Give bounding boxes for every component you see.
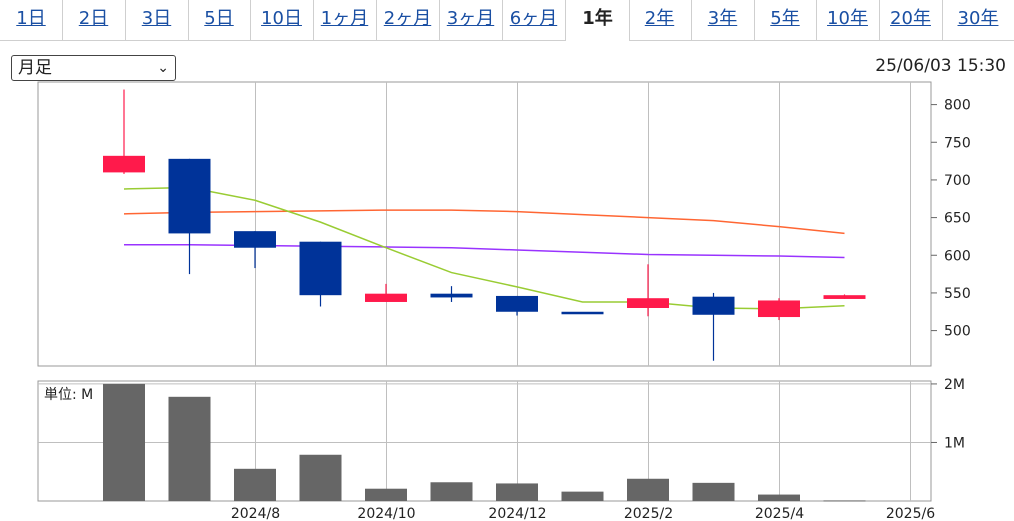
price-y-tick-label: 550 <box>944 286 971 302</box>
price-y-tick-label: 650 <box>944 211 971 227</box>
tab-2[interactable]: 2日 <box>62 0 126 40</box>
candle-body <box>168 158 211 234</box>
price-y-tick-label: 500 <box>944 324 971 340</box>
tab-10[interactable]: 1年 <box>565 0 630 41</box>
tab-6[interactable]: 1ヶ月 <box>313 0 377 40</box>
tab-5[interactable]: 10日 <box>250 0 314 40</box>
volume-bar <box>168 396 211 501</box>
volume-bar <box>692 482 735 501</box>
volume-bar <box>627 478 669 501</box>
tab-12[interactable]: 3年 <box>691 0 755 40</box>
volume-y-tick-label: 1M <box>944 435 965 451</box>
volume-bar <box>561 491 604 501</box>
candle-body <box>365 293 407 302</box>
volume-unit-label: 単位: M <box>44 387 93 403</box>
candle-body <box>430 293 473 298</box>
volume-bar <box>299 454 342 501</box>
tab-15[interactable]: 20年 <box>879 0 943 40</box>
candle-body <box>103 155 145 173</box>
price-y-tick-label: 700 <box>944 173 971 189</box>
candle-body <box>496 295 538 312</box>
tab-8[interactable]: 3ヶ月 <box>439 0 503 40</box>
volume-y-tick-label: 2M <box>944 377 965 393</box>
tab-16[interactable]: 30年 <box>942 0 1014 40</box>
tab-14[interactable]: 10年 <box>816 0 880 40</box>
interval-select[interactable]: 月足 ⌄ <box>11 55 176 81</box>
period-tab-bar: 1日 2日 3日 5日 10日 1ヶ月 2ヶ月 3ヶ月 6ヶ月 1年 2年 3年 5年 10年 20年 30年 <box>0 0 1014 41</box>
x-tick-label: 2024/8 <box>231 506 280 521</box>
x-tick-label: 2024/10 <box>357 506 415 521</box>
volume-bar <box>758 494 800 501</box>
candle-body <box>234 231 276 248</box>
candle-body <box>299 241 342 296</box>
volume-bar <box>496 483 538 501</box>
x-tick-label: 2025/4 <box>755 506 804 521</box>
volume-bar <box>103 383 145 501</box>
volume-bar <box>234 468 276 501</box>
price-y-tick-label: 800 <box>944 98 971 114</box>
volume-bar <box>430 482 473 501</box>
candle-body <box>561 311 604 315</box>
x-tick-label: 2025/6 <box>886 506 935 521</box>
ma-mid-line <box>123 209 845 235</box>
tab-3[interactable]: 3日 <box>125 0 189 40</box>
x-tick-label: 2025/2 <box>624 506 673 521</box>
last-updated-timestamp: 25/06/03 15:30 <box>875 56 1006 76</box>
candle-body <box>627 298 669 308</box>
tab-13[interactable]: 5年 <box>754 0 817 40</box>
tab-11[interactable]: 2年 <box>628 0 692 40</box>
candle-body <box>823 295 866 299</box>
tab-7[interactable]: 2ヶ月 <box>376 0 440 40</box>
candle-body <box>692 296 735 315</box>
tab-4[interactable]: 5日 <box>188 0 251 40</box>
price-y-tick-label: 600 <box>944 248 971 264</box>
price-y-tick-label: 750 <box>944 135 971 151</box>
chevron-down-icon: ⌄ <box>157 60 169 76</box>
candle-body <box>758 300 800 318</box>
volume-bar <box>823 500 866 502</box>
x-tick-label: 2024/12 <box>488 506 546 521</box>
tab-1[interactable]: 1日 <box>0 0 63 40</box>
volume-bar <box>365 488 407 501</box>
interval-select-value: 月足 <box>18 58 52 78</box>
